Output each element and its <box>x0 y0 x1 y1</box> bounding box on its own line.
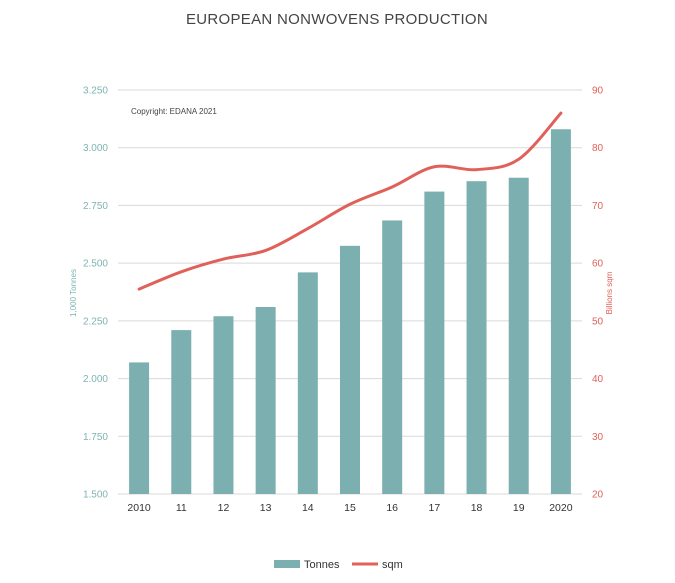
bar <box>213 316 234 494</box>
right-tick-label: 80 <box>592 143 604 154</box>
x-tick-label: 19 <box>513 502 525 514</box>
legend: Tonnes sqm <box>274 559 403 571</box>
bar <box>424 191 445 494</box>
bar <box>129 362 150 494</box>
bar-series <box>129 129 571 495</box>
right-axis-ticks: 20 30 40 50 60 70 80 90 <box>592 86 604 501</box>
left-axis-ticks: 1.500 1.750 2.000 2.250 2.500 2.750 3.000 3.250 <box>83 86 108 501</box>
left-tick-label: 2.000 <box>83 374 108 385</box>
left-tick-label: 2.750 <box>83 201 108 212</box>
right-tick-label: 40 <box>592 374 604 385</box>
left-tick-label: 3.250 <box>83 86 108 97</box>
left-tick-label: 2.500 <box>83 259 108 270</box>
legend-label-tonnes: Tonnes <box>304 559 340 571</box>
left-tick-label: 1.750 <box>83 432 108 443</box>
bar <box>550 129 571 494</box>
x-tick-label: 2010 <box>127 502 151 514</box>
left-tick-label: 1.500 <box>83 490 108 501</box>
right-tick-label: 20 <box>592 490 604 501</box>
right-tick-label: 30 <box>592 432 604 443</box>
x-tick-label: 12 <box>218 502 230 514</box>
x-tick-label: 16 <box>386 502 398 514</box>
x-tick-label: 2020 <box>549 502 573 514</box>
right-tick-label: 50 <box>592 316 604 327</box>
line-series <box>137 111 563 291</box>
bar <box>508 177 529 494</box>
left-tick-label: 2.250 <box>83 316 108 327</box>
copyright-annotation: Copyright: EDANA 2021 <box>131 107 217 116</box>
right-tick-label: 90 <box>592 86 604 97</box>
left-axis-label: 1,000 Tonnes <box>69 269 78 317</box>
x-tick-label: 15 <box>344 502 356 514</box>
chart-title: EUROPEAN NONWOVENS PRODUCTION <box>186 11 488 28</box>
x-tick-label: 14 <box>302 502 314 514</box>
right-tick-label: 70 <box>592 201 604 212</box>
bar <box>382 220 403 495</box>
bar <box>297 272 318 494</box>
x-axis-ticks: 2010 11 12 13 14 15 16 17 18 19 2020 <box>127 502 572 514</box>
bar <box>466 181 487 494</box>
bar <box>171 330 192 494</box>
bar <box>340 245 360 494</box>
bar <box>255 307 276 494</box>
legend-swatch-tonnes <box>274 560 300 568</box>
right-tick-label: 60 <box>592 259 604 270</box>
x-tick-label: 18 <box>471 502 483 514</box>
legend-label-sqm: sqm <box>382 559 403 571</box>
left-tick-label: 3.000 <box>83 143 108 154</box>
right-axis-label: Billions sqm <box>605 271 614 314</box>
x-tick-label: 17 <box>429 502 441 514</box>
x-tick-label: 13 <box>260 502 272 514</box>
x-tick-label: 11 <box>176 502 187 514</box>
